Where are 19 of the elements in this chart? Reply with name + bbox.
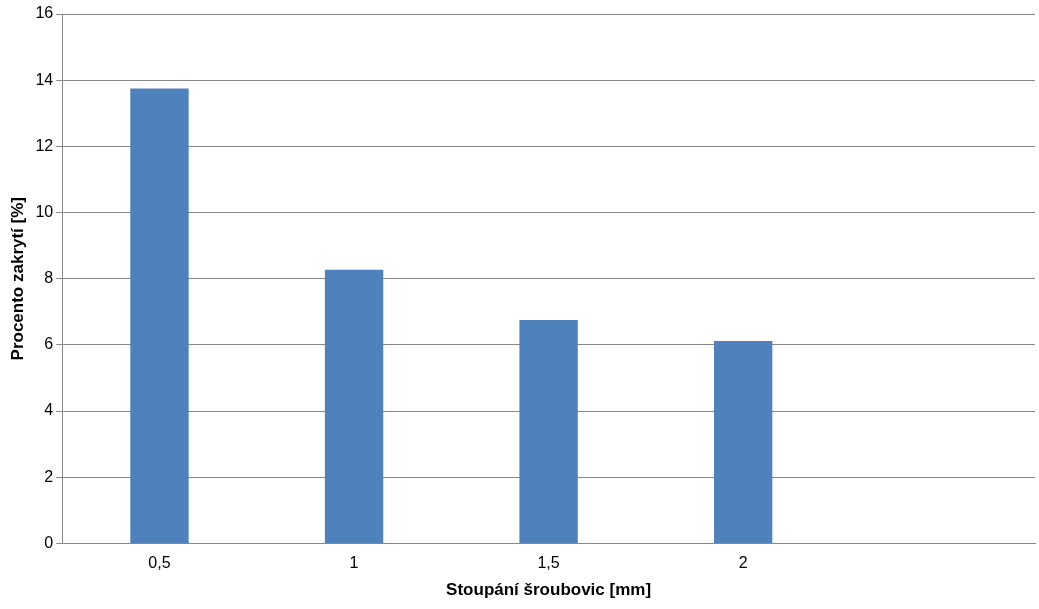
y-tick-label: 6 — [44, 335, 54, 353]
x-tick-label: 1,5 — [537, 554, 560, 572]
y-tick-label: 4 — [44, 401, 54, 419]
y-tick-label: 10 — [35, 202, 54, 220]
bar — [713, 340, 773, 543]
y-tick-label: 8 — [44, 269, 54, 287]
y-tick-label: 12 — [35, 136, 54, 154]
y-tick-label: 16 — [35, 4, 54, 22]
bar — [324, 269, 384, 543]
x-axis-title: Stoupání šroubovic [mm] — [446, 580, 652, 600]
y-tick-label: 14 — [35, 70, 54, 88]
y-axis-title: Procento zakrytí [%] — [7, 196, 27, 361]
bar — [130, 88, 189, 543]
x-tick-label: 1 — [349, 554, 359, 572]
x-tick-label: 2 — [738, 554, 748, 572]
bar — [519, 320, 578, 543]
y-tick-label: 2 — [44, 467, 54, 485]
y-tick-label: 0 — [44, 533, 54, 551]
x-tick-label: 0,5 — [148, 554, 171, 572]
